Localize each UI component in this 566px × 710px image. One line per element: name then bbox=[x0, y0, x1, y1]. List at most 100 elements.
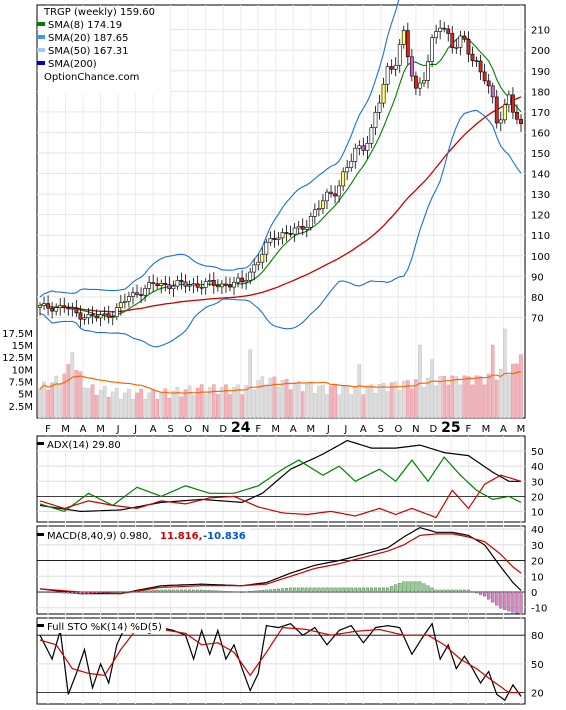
candle-body bbox=[143, 288, 147, 296]
volume-bar bbox=[155, 398, 160, 419]
candle-body bbox=[397, 44, 402, 66]
volume-bar bbox=[482, 384, 487, 419]
month-label: S bbox=[378, 424, 384, 435]
candle-body bbox=[46, 303, 50, 309]
volume-bar bbox=[389, 382, 394, 419]
candle-body bbox=[462, 35, 467, 40]
volume-bar bbox=[321, 385, 325, 419]
volume-bar bbox=[418, 344, 422, 419]
price-tick-label: 150 bbox=[531, 149, 550, 160]
candle-body bbox=[511, 94, 515, 113]
macd-histogram-bar bbox=[394, 584, 398, 593]
candle-body bbox=[147, 282, 152, 289]
candle-body bbox=[430, 37, 434, 62]
sto-title: Full STO %K(14) %D(5) bbox=[47, 622, 162, 633]
macd-histogram-bar bbox=[220, 590, 224, 593]
macd-histogram-bar bbox=[74, 591, 78, 594]
macd-histogram-bar bbox=[147, 590, 151, 593]
month-label: S bbox=[167, 424, 173, 435]
volume-tick-label: 2.5M bbox=[8, 402, 33, 413]
price-title: TRGP (weekly) 159.60 bbox=[43, 7, 155, 18]
month-label: A bbox=[80, 424, 87, 435]
volume-bar bbox=[256, 380, 261, 419]
macd-histogram-bar bbox=[353, 587, 357, 593]
macd-histogram-bar bbox=[111, 591, 115, 593]
macd-histogram-bar bbox=[479, 591, 483, 595]
candle-body bbox=[82, 317, 87, 320]
candle-body bbox=[139, 294, 143, 296]
candle-body bbox=[62, 305, 67, 309]
volume-bar bbox=[292, 382, 297, 419]
volume-bar bbox=[232, 387, 236, 419]
price-tick-label: 210 bbox=[531, 26, 550, 37]
candle-body bbox=[224, 283, 228, 286]
candle-body bbox=[228, 285, 232, 288]
indicator-layer bbox=[38, 439, 523, 702]
macd-histogram-bar bbox=[86, 591, 91, 594]
volume-bar bbox=[393, 381, 398, 419]
candle-body bbox=[385, 66, 390, 85]
macd-series-line bbox=[39, 533, 522, 595]
volume-bar bbox=[345, 385, 349, 419]
macd-histogram-bar bbox=[143, 590, 147, 593]
adx-series-line bbox=[39, 439, 521, 513]
price-tick-label: 160 bbox=[531, 128, 550, 139]
volume-bar bbox=[462, 375, 467, 419]
candle-body bbox=[264, 241, 269, 255]
price-tick-label: 80 bbox=[531, 293, 544, 304]
candle-body bbox=[127, 296, 131, 302]
candle-body bbox=[373, 112, 378, 129]
candle-body bbox=[466, 38, 471, 55]
adx-title: ADX(14) 29.80 bbox=[47, 440, 121, 451]
legend-swatch-sma50 bbox=[37, 48, 45, 52]
candle-body bbox=[256, 261, 261, 266]
candle-body bbox=[418, 82, 422, 89]
candle-body bbox=[86, 314, 91, 319]
volume-bar bbox=[304, 384, 309, 419]
macd-histogram-bar bbox=[470, 591, 475, 593]
candle-body bbox=[252, 264, 257, 273]
macd-histogram-bar bbox=[414, 581, 418, 593]
volume-bar bbox=[167, 397, 172, 419]
candle-body bbox=[519, 118, 523, 124]
month-label: A bbox=[360, 424, 367, 435]
price-tick-label: 140 bbox=[531, 170, 550, 181]
macd-histogram-bar bbox=[474, 591, 479, 594]
adx-series-line bbox=[39, 456, 522, 513]
candle-body bbox=[175, 280, 180, 287]
candle-body bbox=[438, 27, 443, 32]
volume-bar bbox=[325, 394, 329, 419]
price-tick-label: 190 bbox=[531, 67, 550, 78]
volume-tick-label: 15M bbox=[12, 341, 33, 352]
candle-body bbox=[494, 96, 499, 124]
volume-bar bbox=[498, 368, 503, 419]
legend-sma200: SMA(200) bbox=[48, 59, 97, 70]
adx-title-box bbox=[38, 438, 122, 451]
macd-histogram-bar bbox=[511, 591, 515, 613]
volume-tick-label: 5M bbox=[18, 390, 33, 401]
volume-bar bbox=[430, 359, 434, 419]
macd-title: MACD(8,40,9) 0.980, bbox=[47, 531, 152, 542]
volume-bar bbox=[139, 388, 143, 419]
volume-bar bbox=[82, 387, 87, 419]
volume-bar bbox=[183, 389, 188, 419]
volume-bar bbox=[106, 396, 111, 419]
volume-bar bbox=[50, 382, 54, 419]
candle-body bbox=[498, 119, 503, 124]
macd-tick-label: 30 bbox=[531, 541, 544, 552]
volume-bar bbox=[317, 385, 321, 419]
macd-histogram-bar bbox=[272, 589, 276, 593]
macd-signal-value: 11.816, bbox=[160, 531, 202, 542]
month-label: F bbox=[466, 424, 472, 435]
adx-title-swatch bbox=[37, 442, 44, 445]
macd-histogram-bar bbox=[341, 587, 345, 593]
adx-tick-label: 20 bbox=[531, 492, 544, 503]
volume-bar bbox=[46, 389, 50, 419]
macd-histogram-bar bbox=[38, 591, 42, 593]
macd-histogram-bar bbox=[458, 589, 462, 593]
volume-bar bbox=[212, 384, 216, 419]
macd-histogram-bar bbox=[402, 581, 406, 593]
volume-bar bbox=[486, 373, 491, 419]
volume-bar bbox=[228, 394, 232, 419]
